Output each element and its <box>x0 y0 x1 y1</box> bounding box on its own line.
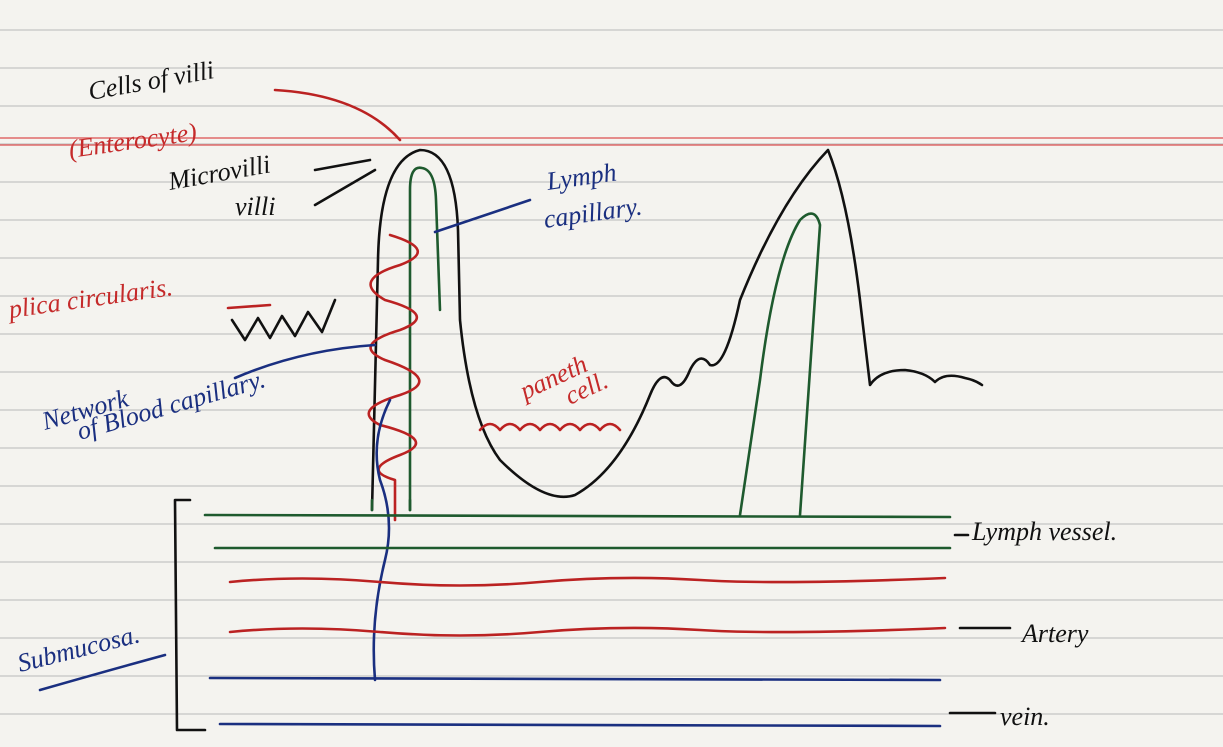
label: Lymph vessel. <box>971 517 1117 546</box>
label: Artery <box>1020 619 1089 648</box>
label: villi <box>235 192 275 221</box>
diagram: Cells of villi (Enterocyte) Microvilli v… <box>0 0 1223 747</box>
label: vein. <box>1000 702 1050 731</box>
